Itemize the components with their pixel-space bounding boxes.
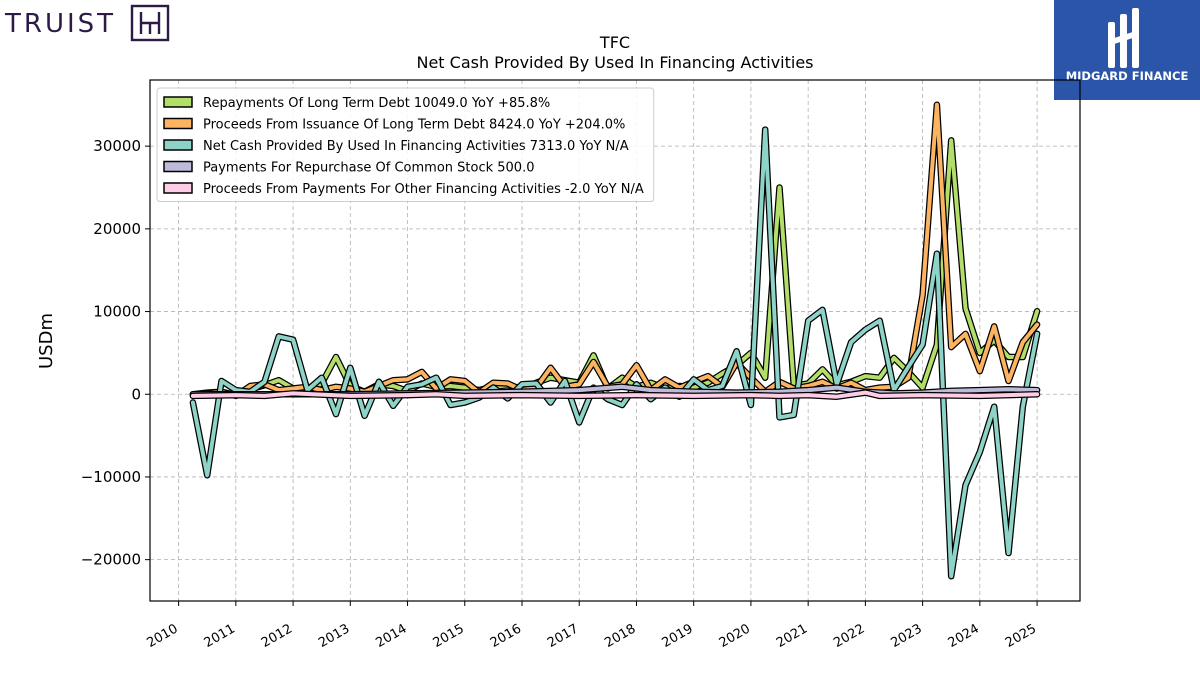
y-tick-label: 0 xyxy=(131,385,141,403)
midgard-finance-logo: MIDGARD FINANCE xyxy=(1054,0,1200,100)
midgard-mark-icon xyxy=(1108,8,1139,68)
y-tick-label: 10000 xyxy=(93,303,141,321)
x-tick-label: 2018 xyxy=(602,621,638,651)
midgard-wordmark: MIDGARD FINANCE xyxy=(1066,69,1189,83)
x-tick-label: 2013 xyxy=(316,621,352,651)
legend-entry: Net Cash Provided By Used In Financing A… xyxy=(203,139,629,154)
legend-entry: Proceeds From Issuance Of Long Term Debt… xyxy=(203,118,625,133)
x-tick-label: 2019 xyxy=(660,621,696,651)
legend-swatch xyxy=(163,182,193,194)
truist-logo: TRUIST xyxy=(4,4,170,42)
x-tick-label: 2024 xyxy=(946,621,982,651)
y-tick-label: −10000 xyxy=(81,468,141,486)
x-tick-label: 2016 xyxy=(488,621,524,651)
chart-title: TFC xyxy=(599,33,630,52)
series-path xyxy=(190,390,1040,399)
y-tick-label: 30000 xyxy=(93,137,141,155)
legend-entry: Proceeds From Payments For Other Financi… xyxy=(203,182,644,197)
series-line-2 xyxy=(189,126,1041,580)
legend-swatch xyxy=(163,160,193,173)
truist-mark-icon xyxy=(130,4,170,42)
x-tick-label: 2025 xyxy=(1003,621,1039,651)
x-tick-label: 2011 xyxy=(202,621,238,651)
series-line-4 xyxy=(189,389,1041,400)
chart-legend: Repayments Of Long Term Debt 10049.0 YoY… xyxy=(156,87,655,202)
y-axis-label: USDm xyxy=(36,313,57,369)
x-tick-label: 2014 xyxy=(373,621,409,651)
legend-swatch xyxy=(163,117,193,130)
x-tick-label: 2015 xyxy=(431,621,467,651)
legend-entry: Repayments Of Long Term Debt 10049.0 YoY… xyxy=(203,96,550,111)
x-tick-label: 2012 xyxy=(259,621,295,651)
series-lines xyxy=(189,101,1041,580)
chart-subtitle: Net Cash Provided By Used In Financing A… xyxy=(416,53,813,72)
x-tick-label: 2020 xyxy=(717,621,753,651)
x-tick-label: 2017 xyxy=(545,621,581,651)
legend-swatch xyxy=(163,139,193,151)
truist-wordmark: TRUIST xyxy=(4,9,116,39)
legend-entry: Payments For Repurchase Of Common Stock … xyxy=(203,161,534,176)
y-tick-label: −20000 xyxy=(81,551,141,569)
x-tick-label: 2023 xyxy=(888,621,924,651)
series-path xyxy=(190,127,1040,579)
x-tick-label: 2021 xyxy=(774,621,810,651)
legend-box xyxy=(156,87,655,202)
x-tick-label: 2010 xyxy=(144,621,180,651)
plot-area xyxy=(149,79,1081,602)
y-tick-label: 20000 xyxy=(93,220,141,238)
x-tick-label: 2022 xyxy=(831,621,867,651)
legend-swatch xyxy=(163,96,193,108)
